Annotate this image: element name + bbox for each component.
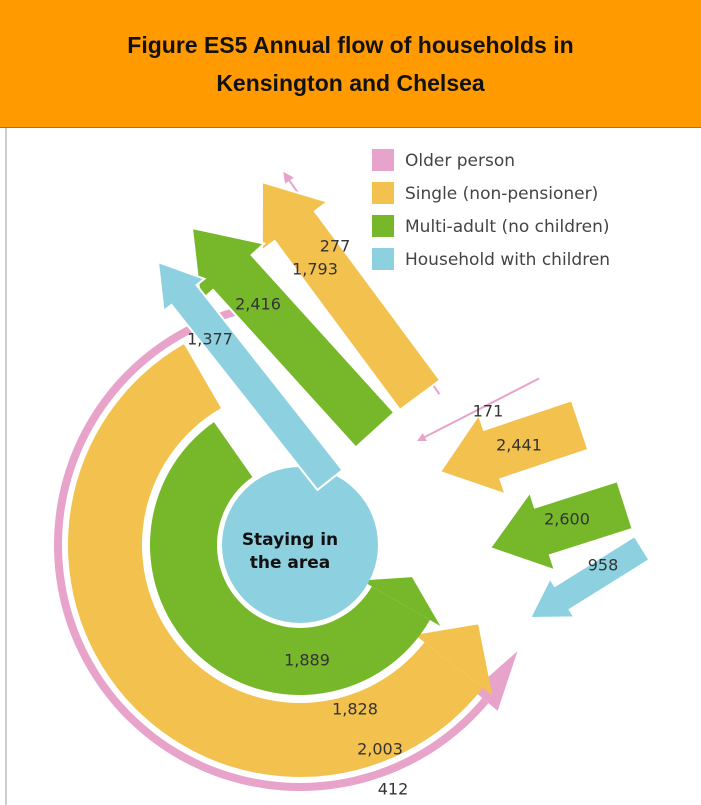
legend-label: Single (non-pensioner) [405, 184, 598, 204]
center-label: the area [250, 553, 331, 573]
legend-swatch [372, 215, 394, 237]
header: Figure ES5 Annual flow of households in … [0, 0, 701, 128]
flow-shapes [53, 168, 651, 791]
legend-swatch [372, 248, 394, 270]
flow-label: 2,600 [544, 510, 590, 529]
legend-swatch [372, 149, 394, 171]
legend-label: Multi-adult (no children) [405, 217, 610, 237]
inner-circle [222, 467, 378, 623]
legend-swatch [372, 182, 394, 204]
flow-label: 1,377 [187, 330, 233, 349]
flow-label: 171 [473, 402, 504, 421]
flow-arrow [260, 180, 442, 412]
flow-label: 1,793 [292, 260, 338, 279]
flow-label: 2,441 [496, 436, 542, 455]
ring [53, 307, 489, 791]
ring-arrowhead [415, 624, 493, 696]
ring-arrowhead [361, 577, 441, 626]
legend-label: Older person [405, 151, 515, 171]
flow-arrow [156, 260, 344, 492]
ring [150, 422, 430, 696]
flow-label: 277 [320, 237, 351, 256]
flow-arrow [413, 374, 543, 444]
flow-label: 1,889 [284, 651, 330, 670]
flow-arrow [438, 399, 590, 496]
flow-label: 958 [588, 556, 619, 575]
flow-label: 1,828 [332, 700, 378, 719]
flow-arrow [488, 479, 634, 572]
ring-arrowhead [473, 651, 518, 711]
center-label: Staying in [242, 530, 338, 550]
legend-label: Household with children [405, 250, 610, 270]
flow-label: 412 [378, 780, 409, 799]
flow-label: 2,003 [357, 740, 403, 759]
flow-arrow [190, 226, 396, 449]
ring [67, 344, 483, 778]
title: Figure ES5 Annual flow of households in … [127, 31, 574, 96]
flow-arrow [528, 534, 651, 620]
flow-label: 2,416 [235, 295, 281, 314]
